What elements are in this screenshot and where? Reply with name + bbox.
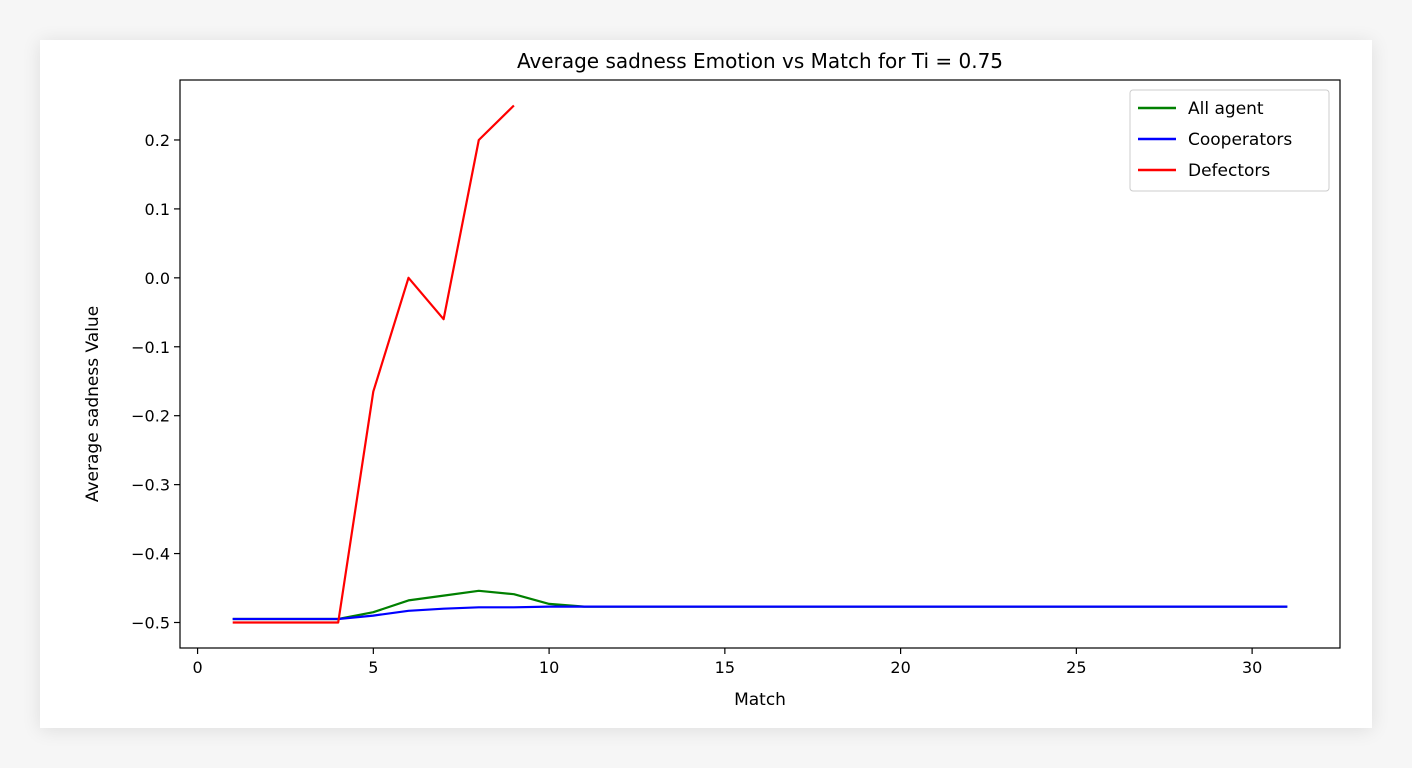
x-tick-label: 15 <box>715 658 735 677</box>
series-line-defectors <box>232 104 515 624</box>
y-tick-label: 0.1 <box>145 200 170 219</box>
y-tick-label: −0.4 <box>131 545 170 564</box>
x-axis-label: Match <box>734 690 786 710</box>
y-tick-label: 0.0 <box>145 269 170 288</box>
x-tick-label: 10 <box>539 658 559 677</box>
y-tick-label: −0.2 <box>131 407 170 426</box>
y-tick-label: 0.2 <box>145 131 170 150</box>
legend-label: Cooperators <box>1188 130 1292 150</box>
legend-label: Defectors <box>1188 161 1270 181</box>
y-axis-label: Average sadness Value <box>83 306 103 502</box>
legend-box <box>1129 89 1330 192</box>
legend-label: All agent <box>1188 99 1264 119</box>
series-line-all-agent <box>232 589 1288 621</box>
x-tick-label: 5 <box>368 658 378 677</box>
y-tick-label: −0.3 <box>131 476 170 495</box>
plot-area: 0 5 10 15 20 25 30 −0.5 −0.4 −0.3 −0.2 −0.1 0.0 0.1 0.… <box>131 79 1341 677</box>
x-tick-label: 25 <box>1066 658 1086 677</box>
x-tick-label: 30 <box>1242 658 1262 677</box>
chart-card: Average sadness Emotion vs Match for Ti … <box>40 40 1372 728</box>
x-tick-label: 0 <box>192 658 202 677</box>
chart-title: Average sadness Emotion vs Match for Ti … <box>517 49 1003 73</box>
x-tick-label: 20 <box>890 658 910 677</box>
line-chart: Average sadness Emotion vs Match for Ti … <box>83 49 1341 710</box>
axes-frame <box>179 79 1341 649</box>
y-tick-label: −0.1 <box>131 338 170 357</box>
series-line-cooperators <box>232 605 1288 621</box>
y-tick-label: −0.5 <box>131 613 170 632</box>
